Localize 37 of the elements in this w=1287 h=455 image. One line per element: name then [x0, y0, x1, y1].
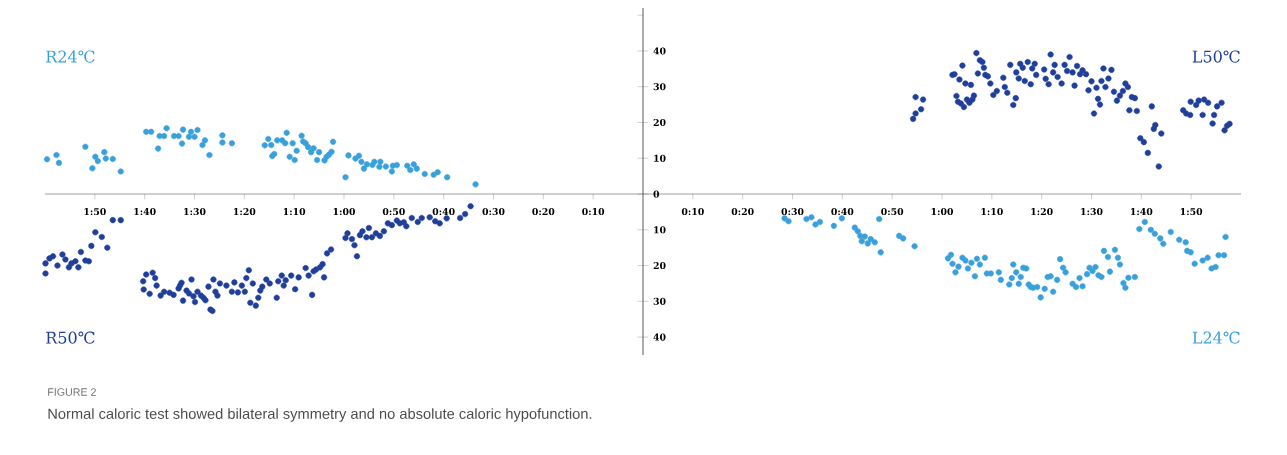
y-tick-label: 30	[653, 297, 666, 305]
caption: FIGURE 2	[48, 388, 96, 396]
y-tick-label: 30	[653, 83, 666, 91]
x-tick-label: 1:00	[931, 208, 954, 216]
x-tick-label: 1:10	[981, 208, 1003, 216]
text: L50℃	[1192, 50, 1240, 63]
y-tick-label: 40	[653, 47, 666, 55]
text: R50℃	[46, 331, 95, 344]
x-tick-label: 1:40	[1131, 208, 1153, 216]
x-tick-label: 0:40	[432, 208, 455, 216]
x-tick-label: 1:00	[333, 208, 356, 216]
x-tick-label: 1:50	[84, 208, 106, 216]
x-tick-label: 0:50	[382, 208, 405, 216]
text: L24℃	[1192, 331, 1240, 344]
y-tick-label: 20	[653, 262, 666, 270]
x-tick-label: 1:30	[1081, 208, 1103, 216]
x-tick-label: 1:50	[1180, 208, 1203, 216]
x-tick-label: 0:20	[731, 208, 754, 216]
y-tick-label: 10	[654, 226, 666, 234]
x-tick-label: 1:30	[184, 208, 206, 216]
x-tick-label: 1:40	[134, 208, 156, 216]
x-tick-label: 1:20	[234, 208, 256, 216]
text: Normal caloric test showed bilateral symmetry and no absolute caloric hypofunction.	[48, 408, 592, 422]
x-tick-label: 1:10	[283, 208, 306, 216]
x-tick-label: 0:30	[482, 208, 505, 216]
y-tick-label: 0	[653, 190, 660, 198]
x-tick-label: 0:50	[881, 208, 904, 216]
x-tick-label: 0:30	[781, 208, 804, 216]
y-tick-label: 40	[653, 333, 666, 341]
x-tick-label: 0:10	[681, 208, 704, 216]
x-tick-label: 0:40	[831, 208, 854, 216]
y-tick-label: 10	[654, 154, 666, 162]
y-tick-label: 20	[653, 118, 666, 126]
x-tick-label: 1:20	[1031, 208, 1053, 216]
text: R24℃	[46, 50, 95, 63]
x-tick-label: 0:20	[532, 208, 555, 216]
x-tick-label: 0:10	[582, 208, 605, 216]
